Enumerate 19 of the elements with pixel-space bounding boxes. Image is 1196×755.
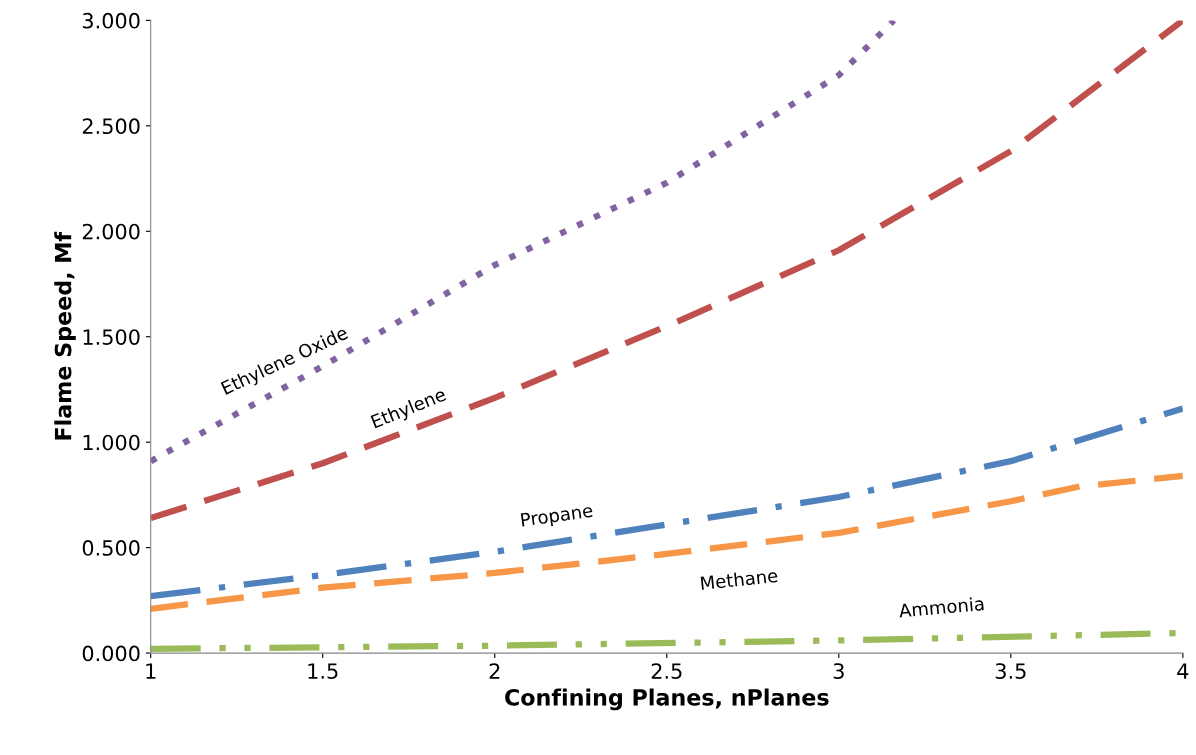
- x-tick-label: 1.5: [308, 663, 338, 679]
- y-tick-label: 1.000: [83, 434, 140, 451]
- y-axis-title: Flame Speed, Mf: [54, 231, 76, 440]
- x-tick-label: 2.5: [651, 663, 682, 679]
- y-tick-label: 2.000: [82, 223, 140, 240]
- x-tick-label: 4: [1177, 663, 1189, 679]
- y-tick-label: 0.000: [82, 645, 140, 662]
- y-tick-label: 3.000: [82, 12, 140, 29]
- text: Propane: [520, 503, 594, 531]
- y-tick-label: 2.500: [82, 118, 140, 135]
- x-tick-label: 3.5: [995, 663, 1026, 679]
- series-label: Ammonia: [898, 596, 984, 618]
- text: Methane: [700, 568, 778, 591]
- x-tick-label: 3: [833, 663, 844, 679]
- y-tick-label: 1.500: [83, 329, 140, 345]
- x-tick-label: 2: [489, 663, 500, 679]
- y-tick-label: 0.500: [82, 540, 140, 556]
- x-tick-label: 1: [146, 663, 156, 679]
- x-axis-title: Confining Planes, nPlanes: [505, 688, 829, 711]
